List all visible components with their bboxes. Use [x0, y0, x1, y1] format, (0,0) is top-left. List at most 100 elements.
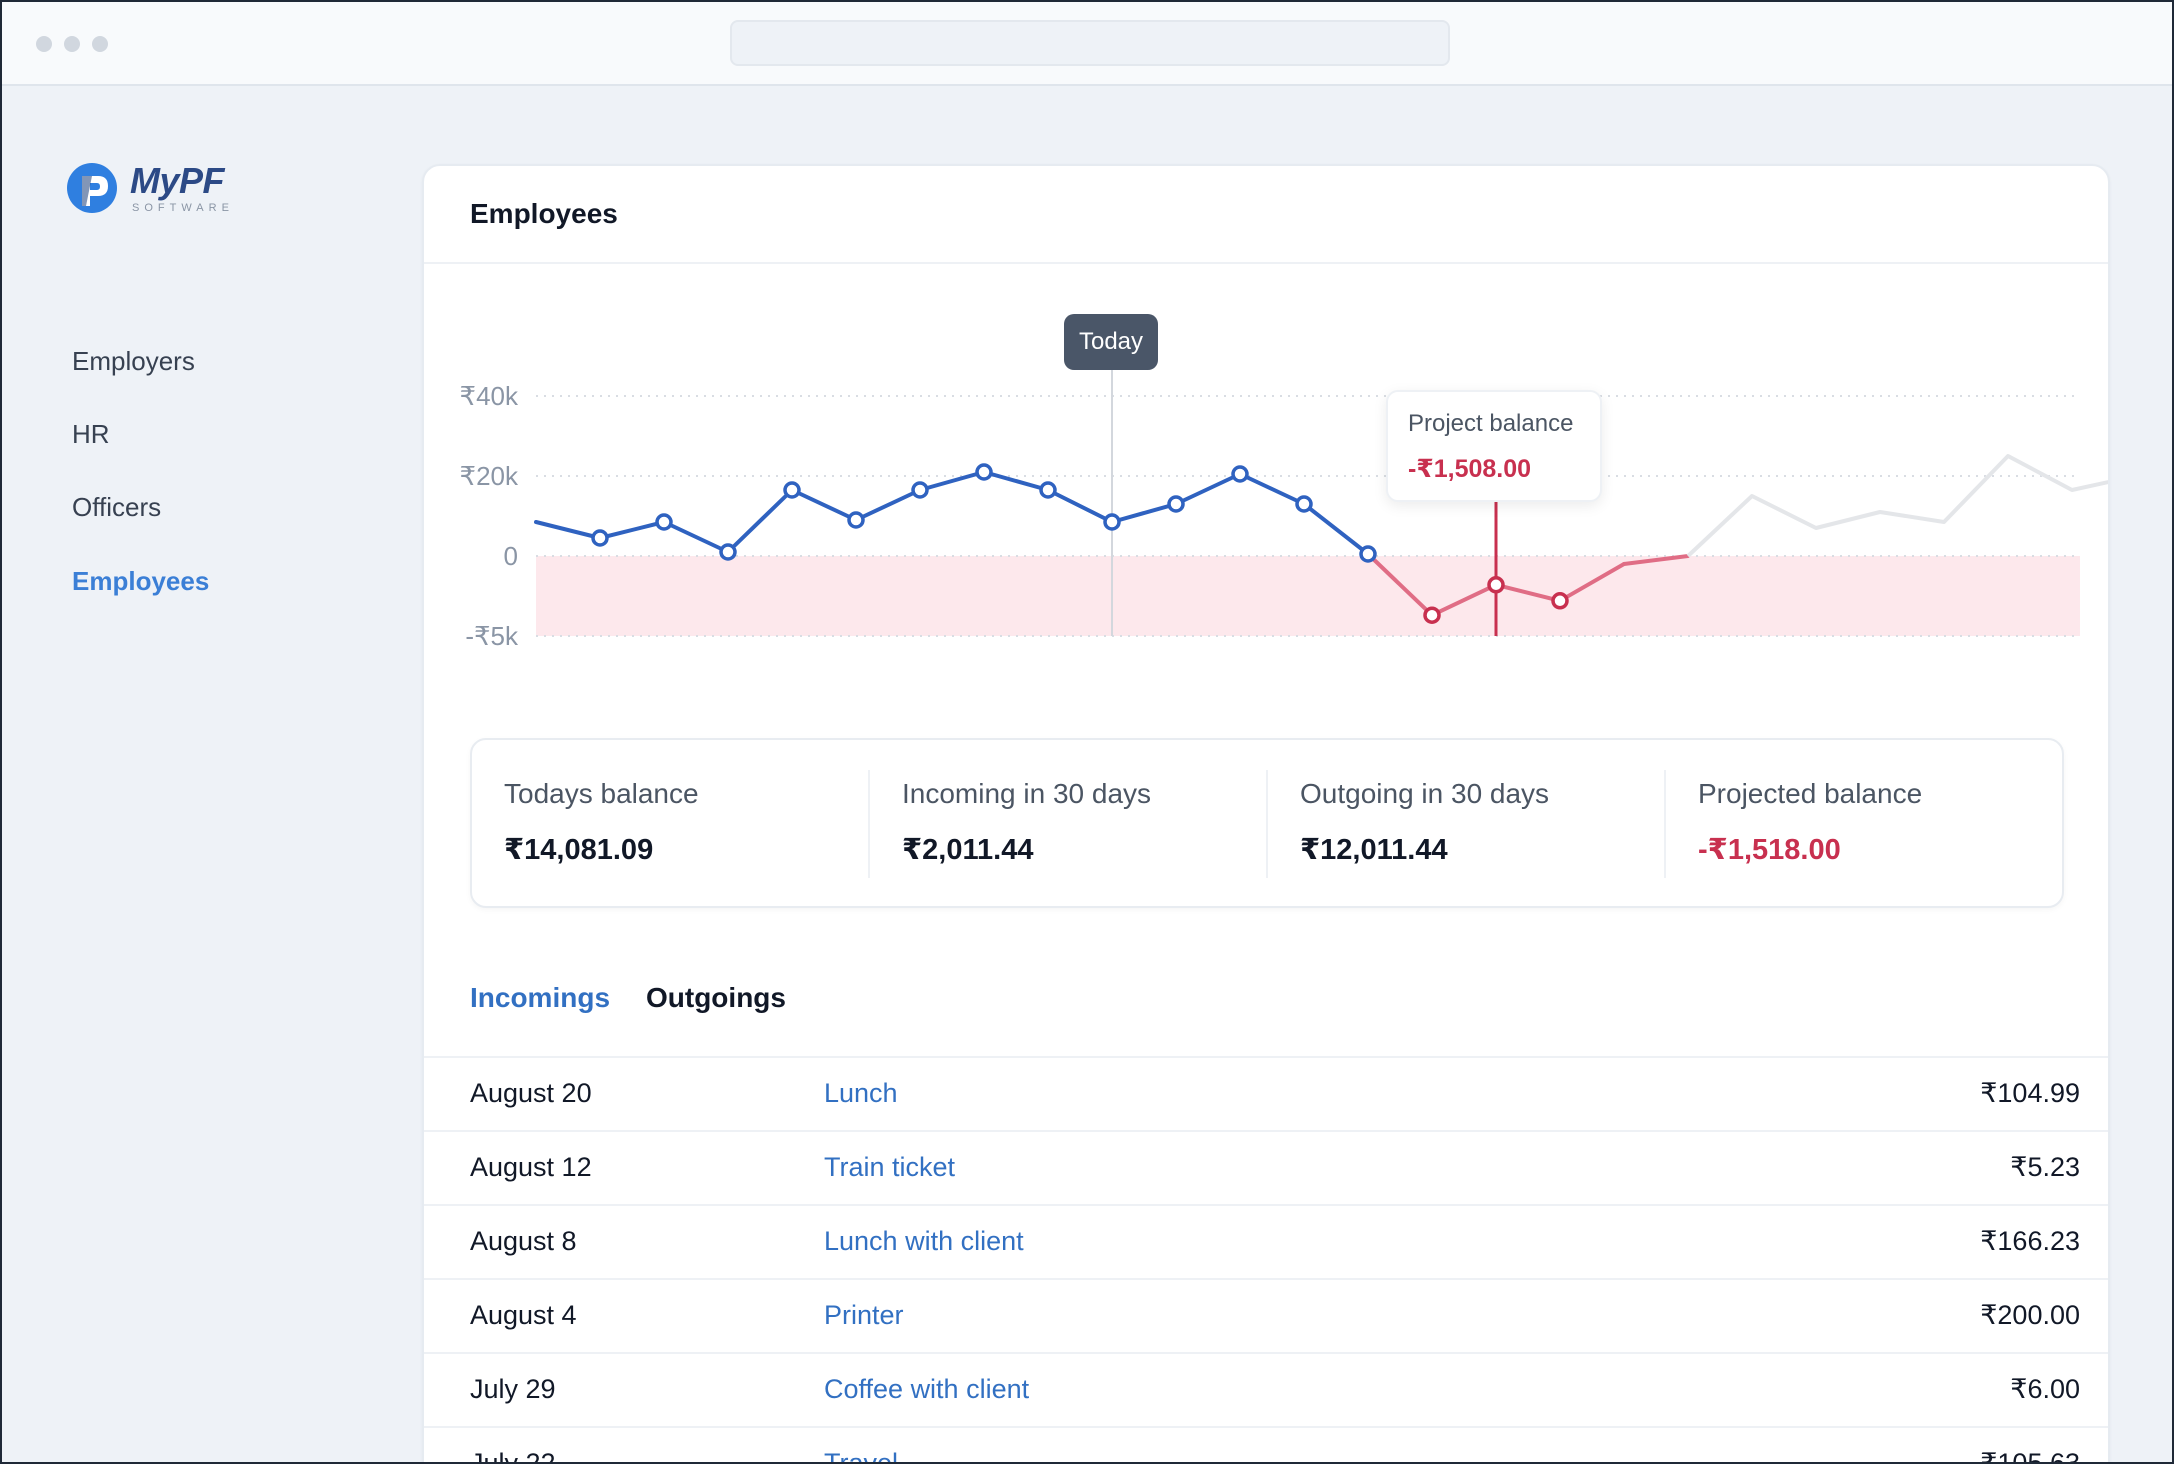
actual-balance-line-segment [790, 488, 858, 522]
data-point[interactable] [1359, 545, 1377, 563]
actual-balance-line-segment [1494, 582, 1562, 603]
window-close-dot[interactable] [36, 36, 52, 52]
table-row[interactable]: July 22 Travel ₹105.63 [424, 1426, 2108, 1464]
sidebar-item-employees[interactable]: Employees [72, 566, 210, 596]
stat-value: ₹2,011.44 [902, 834, 1034, 866]
sidebar-item-hr[interactable]: HR [72, 419, 110, 449]
stat-divider [1266, 770, 1268, 878]
actual-balance-line-segment [1366, 552, 1434, 618]
data-point[interactable] [975, 463, 993, 481]
transaction-amount: ₹5.23 [2010, 1152, 2080, 1182]
today-tooltip: Today [1064, 314, 1158, 370]
y-tick-label: -₹5k [465, 621, 519, 651]
stat-projected-balance: Projected balance -₹1,518.00 [1666, 740, 2064, 906]
stat-outgoing-30-days: Outgoing in 30 days ₹12,011.44 [1268, 740, 1666, 906]
sidebar-item-officers[interactable]: Officers [72, 492, 162, 522]
table-row[interactable]: August 8 Lunch with client ₹166.23 [424, 1204, 2108, 1278]
transaction-description-link[interactable]: Lunch [824, 1078, 898, 1108]
data-point[interactable] [1231, 465, 1249, 483]
actual-balance-line-segment [1430, 582, 1498, 618]
data-point[interactable] [1167, 495, 1185, 513]
actual-balance-line-segment [1302, 502, 1370, 556]
stat-todays-balance: Todays balance ₹14,081.09 [472, 740, 870, 906]
transaction-description-link[interactable]: Train ticket [824, 1152, 956, 1182]
negative-balance-band [536, 556, 2080, 636]
logo-subtext: SOFTWARE [132, 202, 234, 214]
transaction-amount: ₹200.00 [1980, 1300, 2080, 1330]
tab-incomings[interactable]: Incomings [470, 982, 611, 1013]
transaction-description-link[interactable]: Travel [824, 1448, 899, 1464]
stat-label: Incoming in 30 days [902, 778, 1152, 809]
data-point[interactable] [591, 529, 609, 547]
transaction-date: August 8 [470, 1226, 577, 1256]
window-maximize-dot[interactable] [92, 36, 108, 52]
project-balance-value: -₹1,508.00 [1408, 455, 1532, 483]
data-point[interactable] [655, 513, 673, 531]
page-title: Employees [470, 198, 618, 229]
data-point[interactable] [1103, 513, 1121, 531]
actual-balance-line-segment [854, 488, 922, 522]
actual-balance-line-segment [534, 520, 602, 540]
y-tick-label: ₹40k [460, 381, 519, 411]
balance-chart-svg: ₹40k ₹20k 0 -₹5k [460, 326, 2108, 651]
stat-divider [1664, 770, 1666, 878]
logo-mark-icon [67, 163, 117, 213]
data-point[interactable] [1039, 481, 1057, 499]
project-balance-label: Project balance [1408, 410, 1574, 437]
logo-text: MyPF [130, 160, 225, 201]
actual-balance-line-segment [662, 520, 730, 554]
table-row[interactable]: July 29 Coffee with client ₹6.00 [424, 1352, 2108, 1426]
actual-balance-line-segment [1174, 472, 1242, 506]
transaction-description-link[interactable]: Lunch with client [824, 1226, 1024, 1256]
transaction-description-link[interactable]: Coffee with client [824, 1374, 1030, 1404]
actual-balance-line-segment [1238, 472, 1306, 506]
data-point[interactable] [1423, 606, 1441, 624]
data-point[interactable] [1487, 576, 1505, 594]
window-minimize-dot[interactable] [64, 36, 80, 52]
data-point[interactable] [1551, 592, 1569, 610]
transaction-date: July 29 [470, 1374, 556, 1404]
actual-balance-line-segment [1622, 554, 1690, 566]
actual-balance-line-segment [598, 520, 666, 540]
transaction-amount: ₹166.23 [1980, 1226, 2080, 1256]
actual-balance-line-segment [1558, 562, 1626, 603]
data-point[interactable] [783, 481, 801, 499]
stat-value: -₹1,518.00 [1698, 834, 1841, 866]
tab-outgoings[interactable]: Outgoings [646, 982, 786, 1013]
sidebar-item-employers[interactable]: Employers [72, 346, 195, 376]
sidebar: MyPF SOFTWARE Employers HR Officers Empl… [2, 86, 422, 1462]
stat-divider [868, 770, 870, 878]
data-point[interactable] [847, 511, 865, 529]
stat-label: Projected balance [1698, 778, 1923, 809]
actual-balance-line-segment [918, 470, 986, 492]
data-point[interactable] [1295, 495, 1313, 513]
y-tick-label: 0 [504, 541, 518, 571]
transaction-description-link[interactable]: Printer [824, 1300, 904, 1330]
stat-incoming-30-days: Incoming in 30 days ₹2,011.44 [870, 740, 1268, 906]
stats-panel: Todays balance ₹14,081.09 Incoming in 30… [470, 738, 2064, 908]
logo[interactable]: MyPF SOFTWARE [66, 160, 236, 220]
card-header: Employees [424, 166, 2108, 264]
transaction-amount: ₹104.99 [1980, 1078, 2080, 1108]
y-tick-label: ₹20k [460, 461, 519, 491]
table-row[interactable]: August 12 Train ticket ₹5.23 [424, 1130, 2108, 1204]
projected-balance-line [1686, 454, 2108, 558]
actual-balance-line-segment [726, 488, 794, 554]
actual-balance-line-segment [1046, 488, 1114, 524]
employees-card: Employees ₹40k ₹20k 0 -₹5k Today Project ba… [422, 164, 2110, 1464]
table-row[interactable]: August 20 Lunch ₹104.99 [424, 1056, 2108, 1130]
transaction-date: July 22 [470, 1448, 556, 1464]
data-point[interactable] [719, 543, 737, 561]
table-row[interactable]: August 4 Printer ₹200.00 [424, 1278, 2108, 1352]
balance-chart: ₹40k ₹20k 0 -₹5k Today Project balance -₹1,… [424, 264, 2108, 824]
project-balance-tooltip: Project balance -₹1,508.00 [1386, 390, 1602, 502]
stat-value: ₹14,081.09 [504, 834, 654, 866]
address-bar[interactable] [730, 20, 1450, 66]
transaction-date: August 12 [470, 1152, 592, 1182]
transaction-amount: ₹6.00 [2010, 1374, 2080, 1404]
data-point[interactable] [911, 481, 929, 499]
transaction-amount: ₹105.63 [1980, 1448, 2080, 1464]
stat-label: Todays balance [504, 778, 699, 809]
transaction-date: August 4 [470, 1300, 577, 1330]
